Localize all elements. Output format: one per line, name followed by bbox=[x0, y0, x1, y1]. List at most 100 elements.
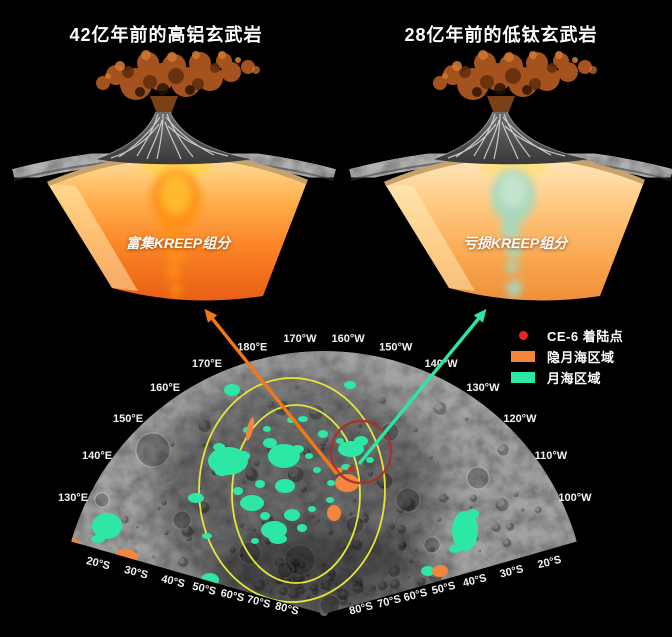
mare-blob bbox=[298, 416, 308, 422]
lon-label: 180°E bbox=[237, 341, 267, 353]
legend-label: 隐月海区域 bbox=[547, 349, 615, 365]
right-panel-title: 28亿年前的低钛玄武岩 bbox=[404, 25, 598, 45]
lon-label: 140°E bbox=[82, 450, 112, 462]
right-cross-section bbox=[351, 49, 671, 301]
lat-label-left: 30°S bbox=[123, 564, 149, 581]
lon-label: 160°E bbox=[150, 382, 180, 394]
legend-item-landing: CE-6 着陆点 bbox=[511, 327, 624, 344]
mare-blob bbox=[269, 534, 287, 544]
arrow-to-left-volcano bbox=[204, 308, 339, 476]
landing-site-dot bbox=[348, 466, 354, 472]
lon-label: 110°W bbox=[535, 450, 568, 462]
mare-blob bbox=[188, 493, 204, 503]
lat-label-left: 80°S bbox=[274, 600, 300, 617]
mare-blob bbox=[366, 457, 374, 463]
mare-blob bbox=[354, 436, 368, 446]
legend-label: CE-6 着陆点 bbox=[547, 328, 624, 344]
mare-blob bbox=[263, 438, 277, 448]
right-wedge-label: 亏损KREEP组分 bbox=[462, 235, 568, 251]
mare-blob bbox=[326, 497, 334, 503]
mare-blob bbox=[292, 445, 304, 453]
latitude-labels: 20°S 20°S30°S 30°S40°S 40°S50°S 50°S60°S 60°S… bbox=[85, 554, 563, 618]
lat-label-left: 40°S bbox=[160, 573, 186, 590]
mare-blob bbox=[202, 533, 212, 539]
mare-blob bbox=[318, 430, 328, 438]
lat-label-right: 80°S bbox=[348, 600, 374, 617]
mare-blob bbox=[452, 511, 478, 551]
landing-annotations bbox=[329, 419, 393, 485]
rim-highlight bbox=[114, 351, 534, 434]
mare-blob bbox=[233, 487, 243, 495]
legend-swatch-icon bbox=[511, 350, 535, 362]
mare-blob bbox=[305, 453, 313, 459]
mare-blob bbox=[215, 468, 229, 476]
lon-label: 100°W bbox=[558, 492, 592, 504]
lon-label: 130°E bbox=[58, 492, 88, 504]
basin-ring bbox=[198, 377, 386, 603]
cryptomare-blob bbox=[245, 417, 255, 441]
lon-label: 150°W bbox=[379, 341, 413, 353]
lon-label: 120°W bbox=[503, 413, 537, 425]
lat-label-left: 20°S bbox=[85, 555, 111, 572]
arrow-to-right-volcano bbox=[357, 308, 487, 466]
lat-label-right: 60°S bbox=[402, 587, 428, 604]
mare-blob bbox=[308, 506, 316, 512]
left-wedge-label: 富集KREEP组分 bbox=[125, 235, 231, 251]
mare-blob bbox=[449, 545, 461, 553]
lon-label: 170°E bbox=[192, 358, 222, 370]
basin-ring bbox=[231, 404, 361, 584]
mare-blob bbox=[213, 443, 225, 451]
basin-rings bbox=[198, 377, 386, 603]
mare-blob bbox=[91, 535, 105, 543]
source-arrows bbox=[204, 308, 487, 476]
cryptomare-blob bbox=[327, 505, 341, 521]
mare-blob bbox=[240, 495, 264, 511]
mare-blob bbox=[297, 524, 307, 532]
lunar-map: 130°E 140°E 150°E 160°E 170°E 180°E 170°W 160°W… bbox=[58, 333, 592, 618]
lat-label-right: 20°S bbox=[536, 554, 562, 571]
legend-dot-icon bbox=[511, 330, 535, 340]
left-panel-title: 42亿年前的高铝玄武岩 bbox=[69, 25, 263, 45]
lat-label-left: 50°S bbox=[191, 580, 217, 597]
mare-blob bbox=[275, 479, 295, 493]
left-cross-section bbox=[14, 49, 334, 301]
cryptomare-blob bbox=[432, 564, 448, 578]
mare-blob bbox=[421, 566, 435, 576]
lat-label-right: 40°S bbox=[462, 572, 488, 589]
lat-label-right: 50°S bbox=[431, 580, 457, 597]
mare-blob bbox=[268, 444, 300, 468]
left-volcano-icon bbox=[95, 49, 261, 165]
mare-blob bbox=[344, 381, 356, 389]
mare-blob bbox=[327, 480, 335, 486]
left-kreep-plume bbox=[143, 155, 211, 301]
right-volcano-icon bbox=[432, 49, 598, 165]
mare-blob bbox=[92, 513, 122, 539]
mare-blob bbox=[313, 467, 321, 473]
legend-swatch-icon bbox=[511, 371, 535, 383]
mare-blob bbox=[236, 451, 250, 461]
landing-site-ring bbox=[329, 419, 393, 485]
mare-blob bbox=[467, 509, 479, 519]
lat-label-left: 70°S bbox=[246, 593, 272, 610]
mare-blob bbox=[251, 538, 259, 544]
legend-item-cryptomare: 隐月海区域 bbox=[511, 348, 623, 365]
legend-label: 月海区域 bbox=[547, 370, 602, 386]
lat-label-right: 70°S bbox=[376, 593, 402, 610]
mare-blob bbox=[224, 384, 240, 396]
mare-blob bbox=[263, 426, 271, 432]
legend-item-mare: 月海区域 bbox=[511, 369, 623, 386]
mare-blob bbox=[284, 509, 300, 521]
lon-label: 160°W bbox=[332, 333, 366, 345]
mare-blob bbox=[336, 438, 344, 444]
cryptomare-blob bbox=[335, 474, 359, 492]
lon-label: 150°E bbox=[113, 413, 143, 425]
legend: CE-6 着陆点 隐月海区域月海区域 bbox=[511, 327, 624, 386]
lat-label-left: 60°S bbox=[219, 587, 245, 604]
mare-blob bbox=[260, 512, 270, 520]
lon-label: 170°W bbox=[283, 333, 317, 345]
lat-label-right: 30°S bbox=[499, 563, 525, 580]
mare-blob bbox=[255, 480, 265, 488]
mare-regions bbox=[71, 381, 479, 587]
